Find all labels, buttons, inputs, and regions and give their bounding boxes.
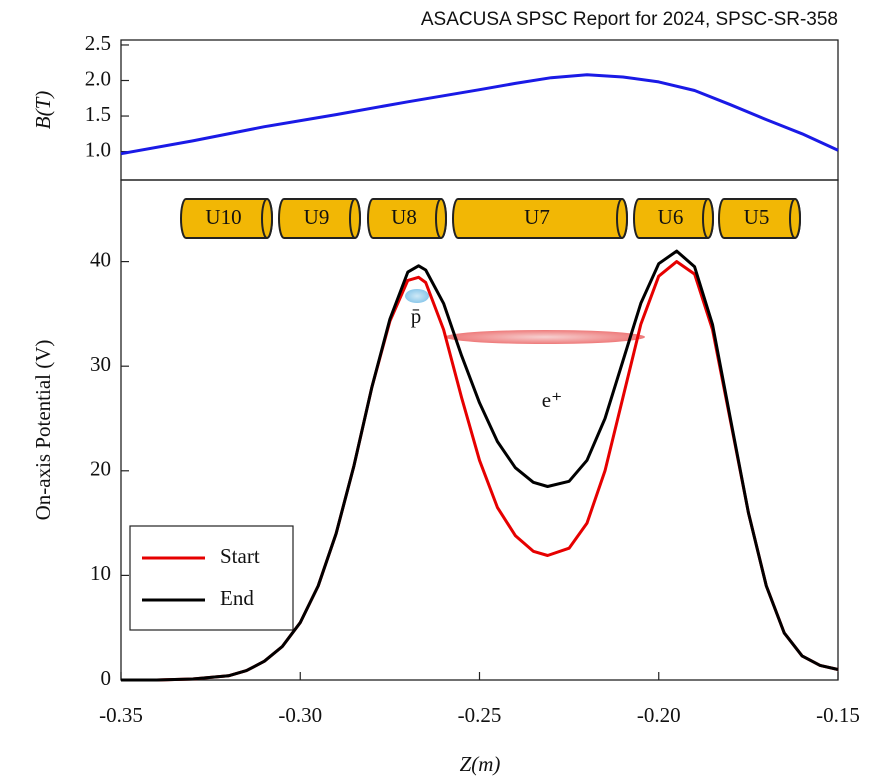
annotation: p̄ <box>411 304 422 328</box>
electrode-end <box>789 198 801 239</box>
data-line <box>120 73 839 156</box>
x-tick-label: -0.15 <box>816 703 860 727</box>
electrode-label: U8 <box>391 205 417 229</box>
electrode-end <box>702 198 714 239</box>
electrode-label: U10 <box>205 205 241 229</box>
electrode-end <box>261 198 273 239</box>
y-tick-label: 0 <box>101 666 112 690</box>
y-tick-label: 20 <box>90 457 111 481</box>
y-tick-label: 2.0 <box>85 66 111 90</box>
header: ASACUSA SPSC Report for 2024, SPSC-SR-35… <box>421 9 838 30</box>
electrode-label: U6 <box>658 205 684 229</box>
positron-cloud <box>445 330 645 344</box>
electrode-end <box>616 198 628 239</box>
x-tick-label: -0.35 <box>99 703 143 727</box>
y-tick-label: 1.5 <box>85 102 111 126</box>
y-tick-label: 40 <box>90 247 111 271</box>
y-axis-label: B(T) <box>31 91 55 130</box>
data-line <box>121 249 839 682</box>
legend-label: End <box>220 586 254 610</box>
electrode-label: U5 <box>744 205 770 229</box>
x-tick-label: -0.30 <box>278 703 322 727</box>
y-tick-label: 1.0 <box>85 137 111 161</box>
x-tick-label: -0.20 <box>637 703 681 727</box>
electrode-end <box>349 198 361 239</box>
electrode-label: U7 <box>524 205 550 229</box>
y-tick-label: 2.5 <box>85 31 111 55</box>
legend-label: Start <box>220 544 260 568</box>
electrode-end <box>435 198 447 239</box>
legend <box>129 525 294 631</box>
y-tick-label: 10 <box>90 561 111 585</box>
electrode-label: U9 <box>304 205 330 229</box>
annotation: e⁺ <box>542 388 562 412</box>
y-axis-label: On-axis Potential (V) <box>31 340 55 521</box>
x-tick-label: -0.25 <box>458 703 502 727</box>
x-axis-label: Z(m) <box>460 752 501 776</box>
antiproton-cloud <box>405 289 429 303</box>
plot-frame <box>120 39 839 181</box>
y-tick-label: 30 <box>90 352 111 376</box>
